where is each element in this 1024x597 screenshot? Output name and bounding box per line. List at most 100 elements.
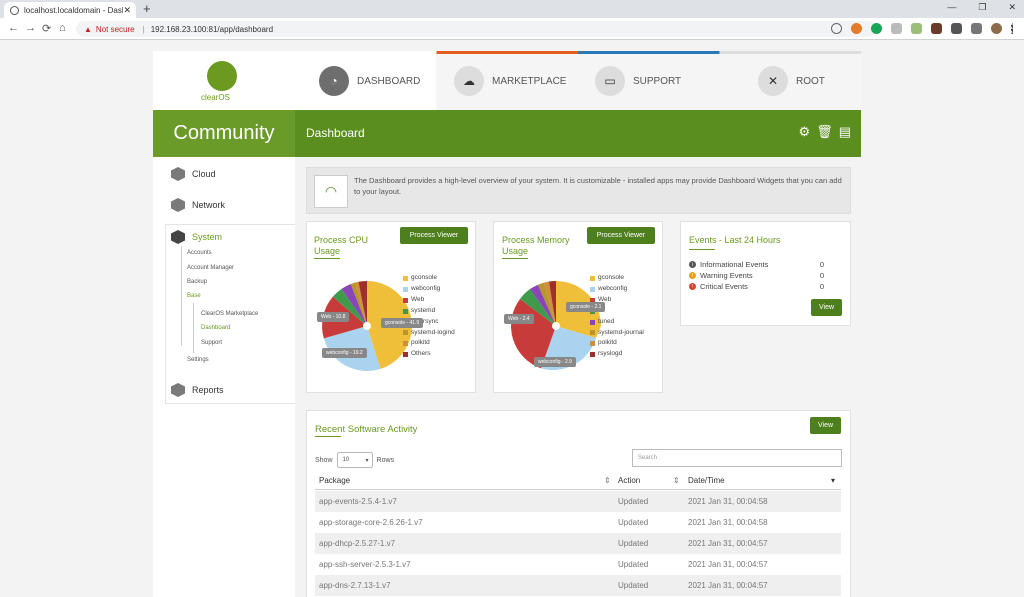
events-widget: Events - Last 24 Hours i Informational E… bbox=[680, 221, 851, 326]
cell-action: Updated bbox=[618, 539, 649, 548]
dashboard-gauge-icon: ◠ bbox=[314, 175, 348, 208]
sidebar-item-settings[interactable]: Settings bbox=[187, 357, 209, 363]
home-icon[interactable]: ⌂ bbox=[59, 22, 66, 34]
nav-color-strip bbox=[295, 51, 861, 54]
sidebar-item-clearos-marketplace[interactable]: ClearOS Marketplace bbox=[201, 311, 259, 317]
pie-slice-systemd-logind bbox=[350, 282, 367, 326]
sidebar-item-system[interactable]: System bbox=[171, 230, 222, 244]
sidebar-item-label: System bbox=[192, 232, 223, 242]
tab-root[interactable]: ✕ ROOT bbox=[718, 51, 859, 111]
extensions bbox=[831, 23, 1014, 34]
sidebar-item-cloud[interactable]: Cloud bbox=[171, 167, 216, 181]
rows-per-page-select[interactable]: 10 ▾ bbox=[336, 452, 373, 468]
column-header-action[interactable]: Action bbox=[618, 476, 641, 485]
legend-item: gconsole bbox=[403, 273, 455, 284]
tab-support-label: SUPPORT bbox=[633, 75, 682, 87]
table-row[interactable]: app-ssh-server-2.5.3-1.v7 Updated 2021 J… bbox=[315, 554, 841, 575]
sort-desc-icon[interactable]: ▾ bbox=[831, 476, 836, 485]
legend-item: webconfig bbox=[590, 284, 644, 295]
sidebar-item-support[interactable]: Support bbox=[201, 340, 223, 346]
url-separator: | bbox=[142, 24, 145, 34]
sidebar-item-reports[interactable]: Reports bbox=[171, 383, 224, 397]
forward-icon[interactable]: → bbox=[25, 22, 36, 34]
events-view-button[interactable]: View bbox=[811, 299, 842, 316]
table-row[interactable]: app-events-2.5.4-1.v7 Updated 2021 Jan 3… bbox=[315, 491, 841, 512]
edition-label: Community bbox=[153, 110, 295, 157]
table-row[interactable]: app-dhcp-2.5.27-1.v7 Updated 2021 Jan 31… bbox=[315, 533, 841, 554]
sidebar-item-accounts[interactable]: Accounts bbox=[187, 250, 212, 256]
new-tab-button[interactable]: + bbox=[143, 1, 151, 16]
extension-icon[interactable] bbox=[931, 23, 942, 34]
pie-center bbox=[552, 322, 560, 330]
process-viewer-button[interactable]: Process Viewer bbox=[400, 227, 468, 244]
extension-icon[interactable] bbox=[891, 23, 902, 34]
extension-icon[interactable] bbox=[911, 23, 922, 34]
memory-title-line1: Process Memory bbox=[502, 235, 570, 245]
extension-icon[interactable] bbox=[871, 23, 882, 34]
browser-tab[interactable]: localhost.localdomain - Dashboa ✕ bbox=[4, 2, 136, 18]
cell-datetime: 2021 Jan 31, 00:04:57 bbox=[688, 560, 768, 569]
puzzle-icon[interactable] bbox=[951, 23, 962, 34]
reload-icon[interactable]: ⟳ bbox=[42, 23, 52, 35]
avatar[interactable] bbox=[991, 23, 1002, 34]
search-input[interactable]: Search bbox=[632, 449, 842, 467]
memory-usage-widget: Process Memory Usage Process Viewer gcon… bbox=[493, 221, 663, 393]
legend-label: Web bbox=[411, 295, 425, 303]
cell-package: app-ssh-server-2.5.3-1.v7 bbox=[319, 560, 411, 569]
cell-datetime: 2021 Jan 31, 00:04:58 bbox=[688, 518, 768, 527]
tab-close-icon[interactable]: ✕ bbox=[123, 4, 131, 15]
show-label: Show bbox=[315, 456, 333, 464]
back-icon[interactable]: ← bbox=[8, 22, 19, 34]
logo[interactable]: clearOS bbox=[153, 51, 295, 111]
tab-marketplace-label: MARKETPLACE bbox=[492, 75, 567, 87]
sort-icon[interactable]: ⇕ bbox=[604, 476, 611, 485]
gear-icon[interactable]: ⚙ bbox=[798, 124, 811, 139]
extension-icon[interactable] bbox=[851, 23, 862, 34]
sidebar-system-panel bbox=[165, 224, 295, 404]
logo-text: clearOS bbox=[201, 93, 230, 102]
sidebar-item-network[interactable]: Network bbox=[171, 198, 225, 212]
minimize-icon[interactable]: — bbox=[947, 2, 957, 12]
clearos-logo-icon bbox=[207, 61, 237, 91]
star-icon[interactable] bbox=[831, 23, 842, 34]
table-row[interactable]: app-storage-core-2.6.26-1.v7 Updated 202… bbox=[315, 512, 841, 533]
pie-slice-polkitd bbox=[544, 281, 556, 326]
legend-item: gconsole bbox=[590, 273, 644, 284]
pie-data-label: gconsole - 2.1 bbox=[566, 302, 606, 312]
book-icon[interactable]: ▤ bbox=[838, 124, 851, 139]
sidebar-item-base[interactable]: Base bbox=[187, 293, 201, 299]
column-header-package[interactable]: Package bbox=[319, 476, 351, 485]
legend-item: polkitd bbox=[403, 338, 455, 349]
pie-slice-rsyslogd bbox=[549, 280, 556, 326]
cube-icon bbox=[171, 383, 185, 397]
cell-package: app-events-2.5.4-1.v7 bbox=[319, 497, 397, 506]
sidebar-item-account-manager[interactable]: Account Manager bbox=[187, 265, 235, 271]
table-row[interactable]: app-dns-2.7.13-1.v7 Updated 2021 Jan 31,… bbox=[315, 575, 841, 596]
column-header-datetime[interactable]: Date/Time bbox=[688, 476, 725, 485]
trash-icon[interactable]: 🗑 bbox=[816, 124, 833, 139]
tab-support[interactable]: ▭ SUPPORT bbox=[577, 51, 718, 111]
process-viewer-button[interactable]: Process Viewer bbox=[587, 227, 655, 244]
tab-dashboard[interactable]: ◔ DASHBOARD bbox=[295, 51, 436, 111]
cell-action: Updated bbox=[618, 497, 649, 506]
table-header: Package ⇕ Action ⇕ Date/Time ▾ bbox=[315, 472, 841, 490]
pie-slice-tuned bbox=[530, 284, 556, 326]
cell-package: app-dhcp-2.5.27-1.v7 bbox=[319, 539, 396, 548]
legend-item: tuned bbox=[590, 317, 644, 328]
pie-slice-systemd-journal bbox=[538, 282, 556, 326]
not-secure-label[interactable]: Not secure bbox=[95, 24, 135, 34]
legend-label: clearsync bbox=[411, 317, 439, 325]
close-window-icon[interactable]: ✕ bbox=[1008, 2, 1016, 12]
legend-label: Others bbox=[411, 350, 431, 358]
software-view-button[interactable]: View bbox=[810, 417, 841, 434]
title-underline bbox=[502, 258, 528, 259]
restore-icon[interactable]: ❐ bbox=[978, 2, 987, 12]
header-actions: ⚙ 🗑 ▤ bbox=[799, 124, 851, 140]
sidebar-item-backup[interactable]: Backup bbox=[187, 279, 208, 285]
media-icon[interactable] bbox=[971, 23, 982, 34]
sort-icon[interactable]: ⇕ bbox=[673, 476, 680, 485]
url-bar[interactable]: ▲ Not secure | 192.168.23.100:81/app/das… bbox=[76, 21, 876, 37]
sidebar-item-dashboard[interactable]: Dashboard bbox=[201, 325, 231, 331]
menu-icon[interactable] bbox=[1011, 23, 1014, 34]
tab-marketplace[interactable]: ☁ MARKETPLACE bbox=[436, 51, 577, 111]
